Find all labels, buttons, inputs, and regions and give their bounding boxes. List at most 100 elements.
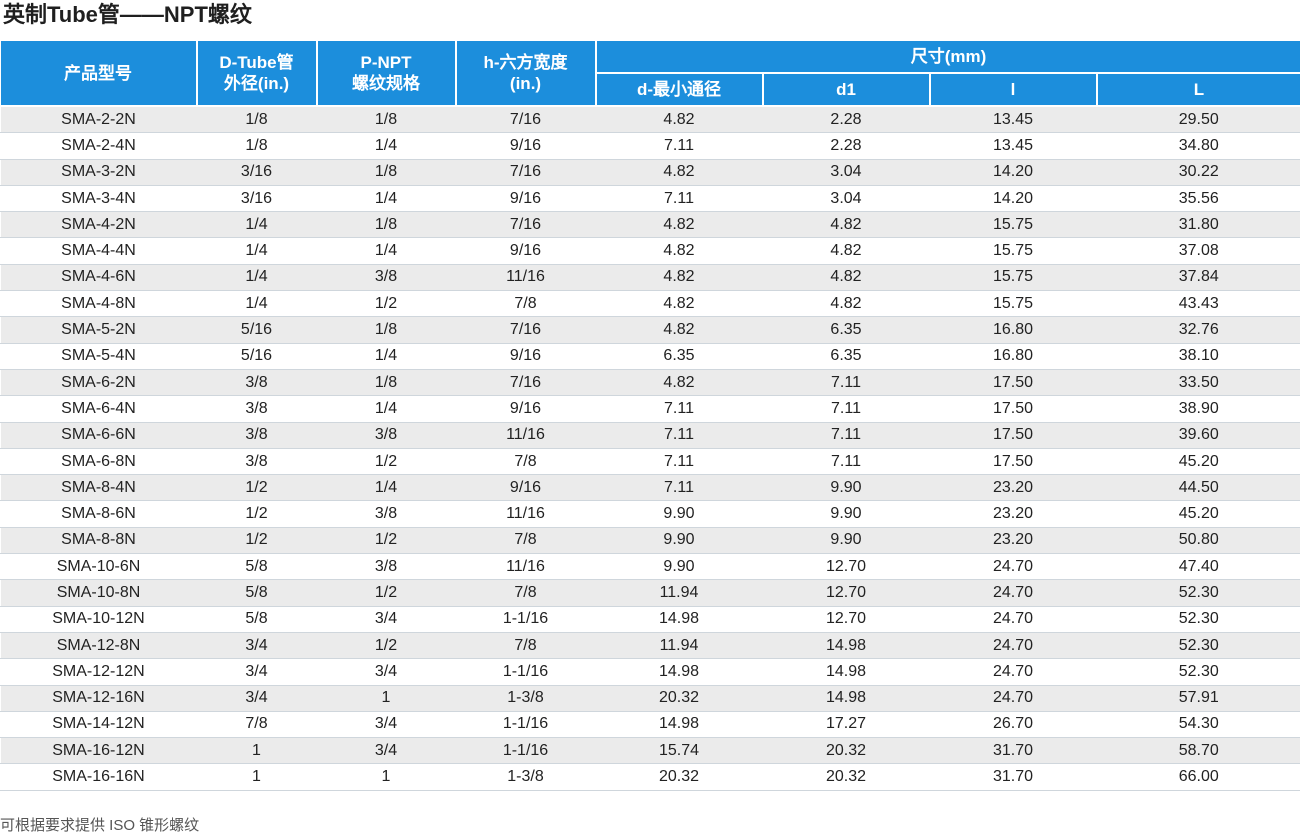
cell-d-min: 11.94 [595,632,763,660]
cell-d1: 7.11 [762,422,930,449]
cell-d-min: 7.11 [595,474,763,502]
cell-model: SMA-4-2N [0,211,197,239]
cell-d1: 14.98 [762,658,930,686]
table-row: SMA-4-6N 1/4 3/8 11/16 4.82 4.82 15.75 37.84 [0,264,1300,292]
cell-model: SMA-8-6N [0,500,197,528]
cell-d-min: 20.32 [595,685,763,712]
cell-d-min: 14.98 [595,606,763,633]
cell-d-min: 4.82 [595,290,763,318]
table-row: SMA-6-4N 3/8 1/4 9/16 7.11 7.11 17.50 38.90 [0,395,1300,423]
cell-d-min: 4.82 [595,264,763,292]
footnote: 可根据要求提供 ISO 锥形螺纹 [0,817,200,834]
cell-l-big: 30.22 [1096,159,1300,186]
cell-d-min: 9.90 [595,500,763,528]
cell-p-npt: 1/4 [316,237,456,265]
table-row: SMA-6-2N 3/8 1/8 7/16 4.82 7.11 17.50 33.50 [0,369,1300,397]
cell-d1: 6.35 [762,343,930,370]
cell-l-big: 39.60 [1096,422,1300,449]
cell-d-tube: 3/8 [196,369,317,397]
header-l-big: L [1095,73,1300,107]
cell-h-hex: 7/8 [455,290,596,318]
cell-p-npt: 1/4 [316,474,456,502]
cell-d-min: 4.82 [595,369,763,397]
cell-l-big: 54.30 [1096,711,1300,739]
cell-d1: 14.98 [762,685,930,712]
cell-p-npt: 3/4 [316,658,456,686]
page-title: 英制Tube管——NPT螺纹 [3,2,252,27]
cell-d1: 7.11 [762,395,930,423]
cell-h-hex: 1-1/16 [455,737,596,765]
cell-d-min: 7.11 [595,422,763,449]
cell-d-min: 11.94 [595,579,763,607]
cell-l-small: 24.70 [929,553,1097,581]
cell-l-small: 24.70 [929,658,1097,686]
cell-d-min: 14.98 [595,711,763,739]
cell-l-big: 52.30 [1096,632,1300,660]
cell-h-hex: 9/16 [455,343,596,370]
table-row: SMA-14-12N 7/8 3/4 1-1/16 14.98 17.27 26.70 54.… [0,711,1300,739]
cell-d-min: 14.98 [595,658,763,686]
header-p-npt: P-NPT 螺纹规格 [315,41,456,107]
cell-h-hex: 7/8 [455,448,596,476]
cell-d1: 12.70 [762,579,930,607]
cell-d-tube: 1/4 [196,290,317,318]
cell-p-npt: 1/2 [316,632,456,660]
cell-h-hex: 1-3/8 [455,763,596,791]
cell-d1: 2.28 [762,132,930,160]
cell-model: SMA-10-8N [0,579,197,607]
cell-h-hex: 1-1/16 [455,606,596,633]
cell-d1: 20.32 [762,763,930,791]
table-row: SMA-2-4N 1/8 1/4 9/16 7.11 2.28 13.45 34.80 [0,132,1300,160]
cell-d-min: 4.82 [595,159,763,186]
cell-model: SMA-16-16N [0,763,197,791]
header-d-tube-line2: 外径(in.) [223,74,290,93]
cell-d1: 17.27 [762,711,930,739]
cell-model: SMA-6-6N [0,422,197,449]
cell-d-tube: 1/8 [196,106,317,134]
cell-d1: 4.82 [762,264,930,292]
cell-p-npt: 3/4 [316,711,456,739]
cell-l-small: 24.70 [929,632,1097,660]
cell-d-tube: 3/16 [196,159,317,186]
cell-p-npt: 1/8 [316,106,456,134]
cell-p-npt: 1/4 [316,343,456,370]
cell-l-small: 14.20 [929,159,1097,186]
table-row: SMA-5-2N 5/16 1/8 7/16 4.82 6.35 16.80 32.76 [0,316,1300,344]
cell-h-hex: 9/16 [455,237,596,265]
cell-d-tube: 3/8 [196,395,317,423]
cell-l-small: 17.50 [929,395,1097,423]
table-row: SMA-4-2N 1/4 1/8 7/16 4.82 4.82 15.75 31.80 [0,211,1300,239]
cell-d-min: 15.74 [595,737,763,765]
cell-l-small: 26.70 [929,711,1097,739]
header-d1: d1 [761,73,930,107]
cell-h-hex: 7/16 [455,106,596,134]
cell-l-big: 38.90 [1096,395,1300,423]
table-row: SMA-12-12N 3/4 3/4 1-1/16 14.98 14.98 24.70 52.… [0,658,1300,686]
cell-model: SMA-12-8N [0,632,197,660]
cell-l-big: 29.50 [1096,106,1300,134]
header-h-hex-line2: (in.) [509,74,542,93]
cell-d1: 3.04 [762,185,930,213]
cell-l-big: 34.80 [1096,132,1300,160]
cell-l-big: 33.50 [1096,369,1300,397]
cell-p-npt: 1/4 [316,185,456,213]
cell-model: SMA-5-2N [0,316,197,344]
table-row: SMA-4-4N 1/4 1/4 9/16 4.82 4.82 15.75 37.08 [0,237,1300,265]
cell-d1: 12.70 [762,553,930,581]
cell-h-hex: 7/16 [455,159,596,186]
cell-d-min: 4.82 [595,237,763,265]
cell-d-min: 4.82 [595,211,763,239]
cell-l-small: 24.70 [929,685,1097,712]
cell-d1: 4.82 [762,237,930,265]
cell-d-min: 7.11 [595,132,763,160]
cell-model: SMA-12-16N [0,685,197,712]
table-row: SMA-8-8N 1/2 1/2 7/8 9.90 9.90 23.20 50.80 [0,527,1300,555]
cell-d1: 9.90 [762,527,930,555]
cell-d-tube: 1/4 [196,264,317,292]
cell-d-tube: 1/2 [196,527,317,555]
cell-d-tube: 7/8 [196,711,317,739]
cell-h-hex: 7/16 [455,211,596,239]
cell-l-big: 37.84 [1096,264,1300,292]
table-row: SMA-3-2N 3/16 1/8 7/16 4.82 3.04 14.20 30.22 [0,159,1300,186]
cell-model: SMA-4-4N [0,237,197,265]
